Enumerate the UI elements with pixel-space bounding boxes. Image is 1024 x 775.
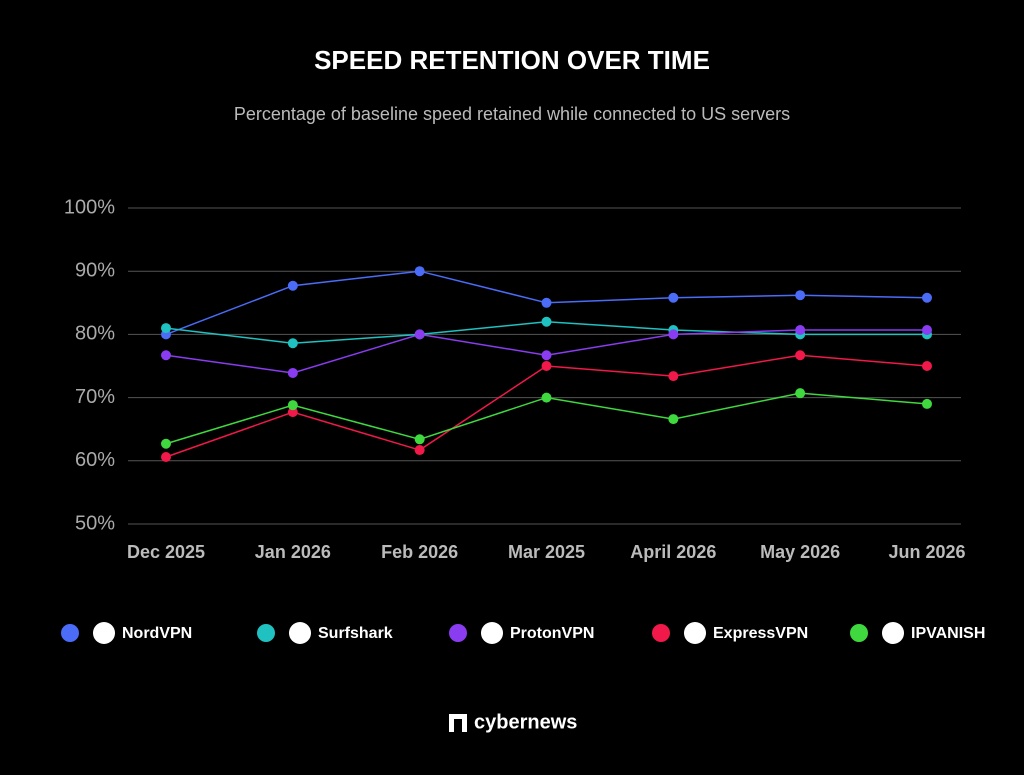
- legend-logo: [93, 622, 115, 644]
- legend-logo: [684, 622, 706, 644]
- data-point: [668, 329, 679, 340]
- y-tick-label: 80%: [75, 323, 115, 345]
- data-point: [541, 350, 552, 361]
- data-point: [922, 398, 932, 409]
- legend-logo: [289, 622, 311, 644]
- data-point: [541, 392, 552, 403]
- data-point: [161, 452, 171, 463]
- data-point: [414, 329, 425, 340]
- legend-marker: [449, 624, 467, 642]
- data-point: [922, 361, 932, 371]
- legend-logo: [481, 622, 503, 644]
- data-point: [161, 438, 171, 449]
- data-point: [161, 350, 171, 361]
- legend-logo: [882, 622, 904, 644]
- data-point: [541, 316, 552, 327]
- x-tick-label: May 2026: [760, 542, 840, 562]
- data-point: [541, 361, 552, 371]
- y-tick-label: 70%: [75, 386, 115, 408]
- y-tick-label: 50%: [75, 512, 115, 534]
- data-point: [161, 323, 171, 334]
- source: cybernews: [474, 711, 577, 733]
- chart-title: SPEED RETENTION OVER TIME: [314, 45, 710, 75]
- data-point: [414, 434, 425, 445]
- source-logo-cut: [454, 719, 462, 732]
- data-point: [922, 324, 932, 335]
- x-tick-label: Mar 2025: [508, 542, 585, 562]
- y-tick-label: 90%: [75, 259, 115, 281]
- data-point: [414, 445, 425, 456]
- x-tick-label: Feb 2026: [381, 542, 458, 562]
- data-point: [287, 338, 298, 349]
- data-point: [668, 292, 679, 303]
- data-point: [922, 292, 932, 303]
- legend-marker: [257, 624, 275, 642]
- data-point: [287, 400, 298, 411]
- data-point: [795, 350, 806, 361]
- legend-marker: [850, 624, 868, 642]
- data-point: [795, 324, 806, 335]
- legend-marker: [652, 624, 670, 642]
- legend-label: Surfshark: [318, 625, 393, 642]
- data-point: [541, 297, 552, 308]
- x-tick-label: Dec 2025: [127, 542, 205, 562]
- data-point: [287, 407, 298, 418]
- data-point: [795, 290, 806, 301]
- data-point: [795, 388, 806, 399]
- data-point: [668, 414, 679, 425]
- y-tick-label: 60%: [75, 449, 115, 471]
- data-point: [287, 367, 298, 378]
- legend-label: ProtonVPN: [510, 625, 594, 642]
- x-tick-label: Jun 2026: [888, 542, 965, 562]
- legend-marker: [61, 624, 79, 642]
- x-tick-label: Jan 2026: [255, 542, 331, 562]
- y-tick-label: 100%: [64, 196, 115, 218]
- legend-label: IPVANISH: [911, 625, 985, 642]
- data-point: [287, 280, 298, 291]
- data-point: [414, 266, 425, 277]
- chart-subtitle: Percentage of baseline speed retained wh…: [234, 104, 790, 124]
- legend-label: NordVPN: [122, 625, 192, 642]
- data-point: [668, 371, 679, 382]
- x-tick-label: April 2026: [630, 542, 716, 562]
- legend-label: ExpressVPN: [713, 625, 808, 642]
